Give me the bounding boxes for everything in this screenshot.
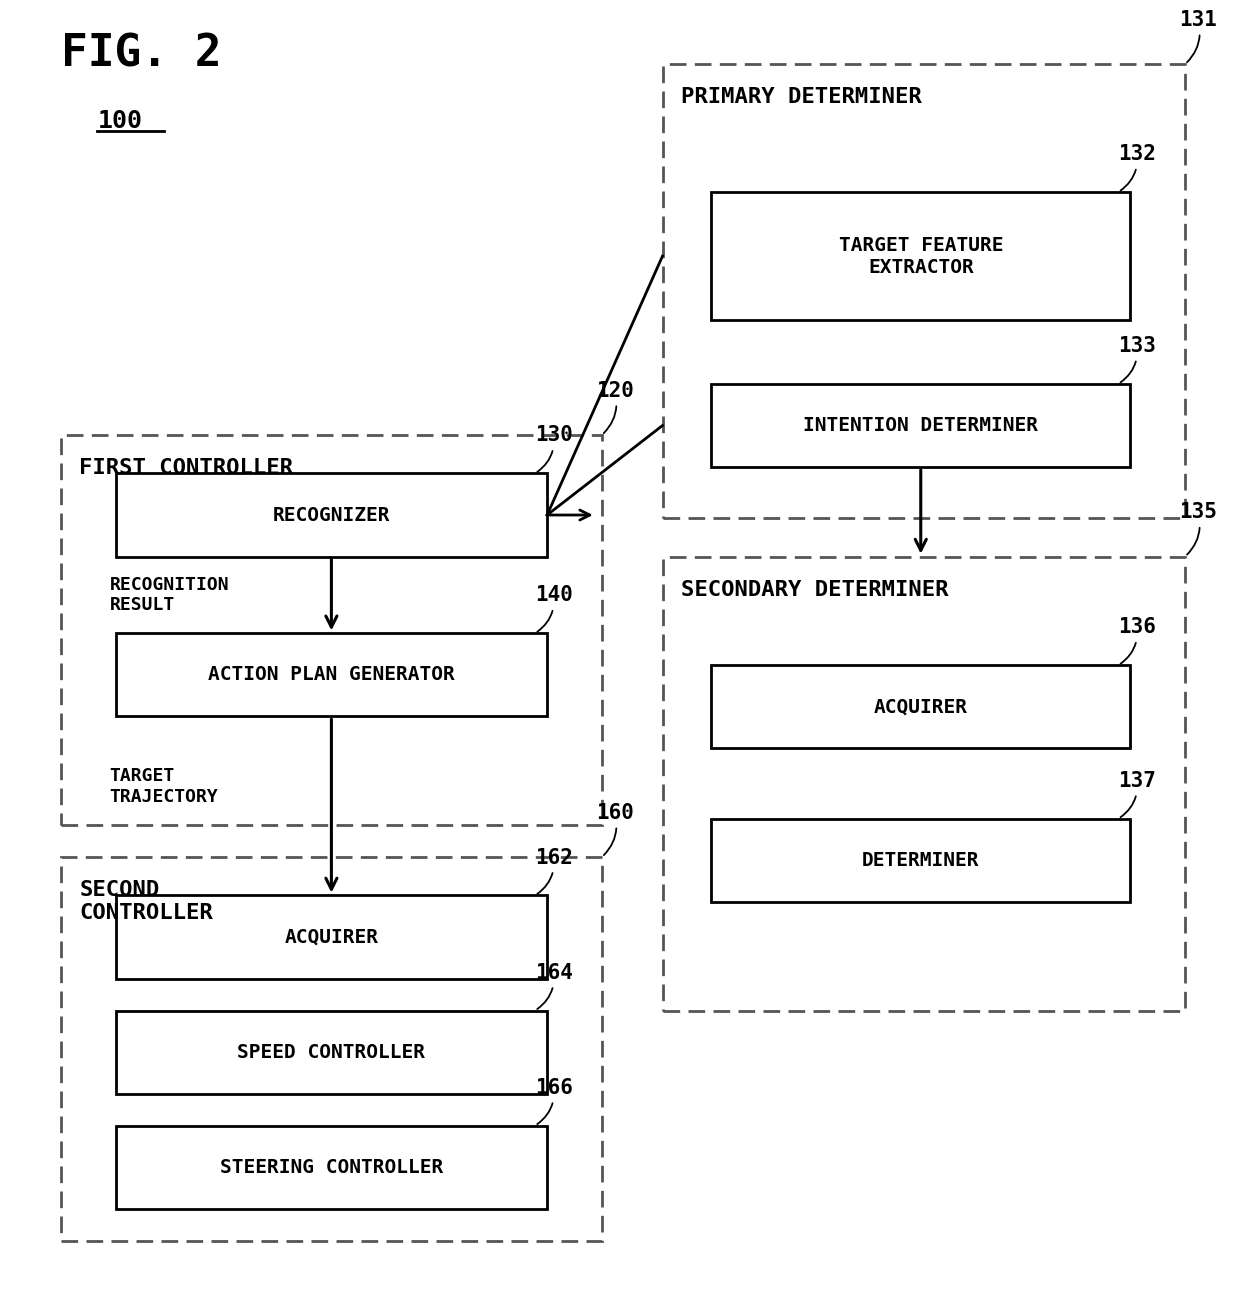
Text: RECOGNIZER: RECOGNIZER (273, 505, 391, 525)
Text: ACQUIRER: ACQUIRER (874, 697, 967, 716)
Text: PRIMARY DETERMINER: PRIMARY DETERMINER (681, 87, 921, 107)
Text: SPEED CONTROLLER: SPEED CONTROLLER (237, 1043, 425, 1062)
Text: ACTION PLAN GENERATOR: ACTION PLAN GENERATOR (208, 666, 455, 684)
Text: 160: 160 (595, 803, 634, 855)
Text: 164: 164 (534, 963, 573, 1009)
Text: 162: 162 (534, 847, 573, 894)
Text: 135: 135 (1179, 502, 1216, 555)
Text: 133: 133 (1118, 335, 1156, 382)
FancyBboxPatch shape (662, 64, 1185, 518)
FancyBboxPatch shape (115, 1010, 547, 1094)
FancyBboxPatch shape (711, 818, 1131, 902)
Text: 131: 131 (1179, 10, 1216, 63)
Text: FIG. 2: FIG. 2 (61, 33, 222, 76)
Text: 132: 132 (1118, 144, 1156, 191)
FancyBboxPatch shape (115, 633, 547, 716)
FancyBboxPatch shape (711, 666, 1131, 749)
FancyBboxPatch shape (61, 435, 601, 825)
Text: DETERMINER: DETERMINER (862, 851, 980, 870)
Text: 136: 136 (1118, 617, 1156, 664)
Text: 130: 130 (534, 425, 573, 472)
Text: 120: 120 (595, 381, 634, 433)
Text: ACQUIRER: ACQUIRER (284, 928, 378, 946)
FancyBboxPatch shape (115, 895, 547, 979)
Text: RECOGNITION
RESULT: RECOGNITION RESULT (109, 576, 229, 615)
Text: 140: 140 (534, 586, 573, 632)
FancyBboxPatch shape (61, 857, 601, 1241)
Text: 137: 137 (1118, 771, 1156, 817)
Text: INTENTION DETERMINER: INTENTION DETERMINER (804, 416, 1038, 435)
Text: TARGET FEATURE
EXTRACTOR: TARGET FEATURE EXTRACTOR (838, 235, 1003, 277)
FancyBboxPatch shape (711, 384, 1131, 467)
FancyBboxPatch shape (115, 474, 547, 556)
Text: TARGET
TRAJECTORY: TARGET TRAJECTORY (109, 767, 218, 806)
FancyBboxPatch shape (662, 556, 1185, 1010)
Text: 100: 100 (98, 108, 143, 133)
Text: STEERING CONTROLLER: STEERING CONTROLLER (219, 1158, 443, 1177)
Text: SECOND
CONTROLLER: SECOND CONTROLLER (79, 880, 213, 924)
Text: 166: 166 (534, 1078, 573, 1124)
FancyBboxPatch shape (711, 192, 1131, 320)
Text: FIRST CONTROLLER: FIRST CONTROLLER (79, 458, 293, 478)
Text: SECONDARY DETERMINER: SECONDARY DETERMINER (681, 579, 949, 599)
FancyBboxPatch shape (115, 1126, 547, 1208)
